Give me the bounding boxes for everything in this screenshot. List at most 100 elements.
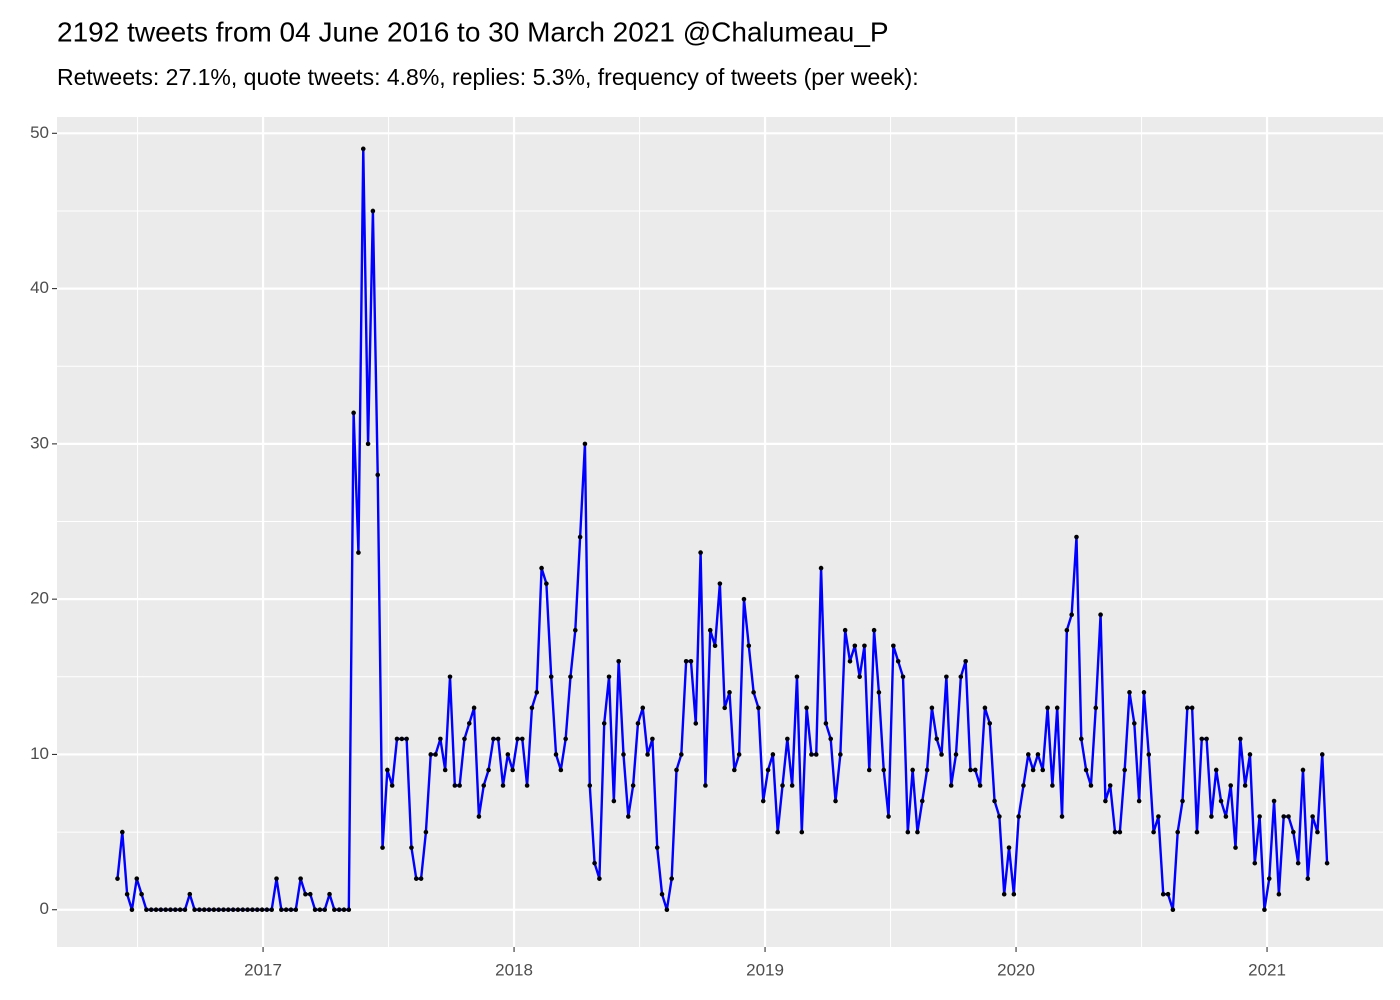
data-point — [192, 907, 197, 913]
data-point — [597, 876, 602, 881]
data-point — [650, 736, 655, 742]
data-point — [115, 876, 120, 881]
data-point — [254, 907, 260, 913]
data-point — [336, 907, 342, 913]
data-point — [1170, 907, 1176, 913]
data-point — [505, 752, 511, 757]
data-point — [838, 752, 843, 757]
data-point — [1165, 891, 1171, 897]
data-point — [621, 752, 626, 757]
data-point — [635, 721, 641, 726]
data-point — [148, 907, 154, 913]
y-tick-label: 10 — [30, 744, 49, 763]
data-point — [389, 783, 395, 788]
data-point — [274, 876, 279, 881]
data-point — [809, 752, 814, 757]
data-point — [1175, 829, 1180, 835]
data-point — [182, 907, 188, 913]
data-point — [866, 767, 872, 773]
data-point — [250, 907, 255, 913]
data-point — [423, 829, 429, 835]
data-point — [698, 550, 703, 555]
data-point — [544, 581, 549, 586]
data-point — [804, 705, 809, 711]
data-point — [279, 907, 284, 913]
data-point — [823, 721, 829, 726]
data-point — [601, 721, 607, 726]
data-point — [1083, 767, 1089, 773]
data-point — [1305, 876, 1311, 881]
x-tick-label: 2018 — [495, 960, 533, 979]
data-point — [905, 829, 911, 835]
data-point — [293, 907, 299, 913]
data-point — [452, 783, 458, 788]
data-point — [1156, 814, 1161, 819]
data-point — [399, 736, 405, 742]
data-point — [659, 891, 665, 897]
data-point — [616, 658, 621, 664]
data-point — [828, 736, 834, 742]
data-point — [688, 658, 694, 664]
data-point — [1213, 767, 1219, 773]
data-point — [679, 752, 684, 757]
data-point — [630, 783, 636, 788]
data-point — [977, 783, 983, 788]
data-point — [785, 736, 790, 742]
data-point — [871, 627, 877, 633]
data-point — [1050, 783, 1055, 788]
data-point — [626, 814, 631, 819]
data-point — [1324, 860, 1330, 866]
data-point — [1185, 705, 1190, 711]
data-point — [857, 674, 862, 680]
data-point — [862, 643, 867, 649]
data-point — [245, 907, 250, 913]
data-point — [259, 907, 265, 913]
data-point — [1069, 612, 1074, 617]
data-point — [471, 705, 477, 711]
data-point — [780, 783, 785, 788]
data-point — [1112, 829, 1118, 835]
data-point — [553, 752, 559, 757]
data-point — [221, 907, 226, 913]
data-point — [683, 658, 689, 664]
data-point — [1194, 829, 1200, 835]
data-point — [418, 876, 424, 881]
data-point — [958, 674, 964, 680]
data-point — [746, 643, 752, 649]
data-point — [226, 907, 231, 913]
data-point — [703, 783, 708, 788]
data-point — [380, 845, 385, 850]
data-point — [992, 798, 997, 804]
data-point — [144, 907, 149, 913]
data-point — [1319, 752, 1325, 757]
data-point — [139, 891, 144, 897]
data-point — [813, 752, 819, 757]
data-point — [963, 658, 968, 664]
data-point — [789, 783, 795, 788]
data-point — [298, 876, 303, 881]
data-point — [201, 907, 207, 913]
data-point — [1262, 907, 1267, 913]
data-point — [794, 674, 800, 680]
data-point — [640, 705, 646, 711]
data-point — [515, 736, 520, 742]
data-point — [404, 736, 409, 742]
data-point — [1180, 798, 1185, 804]
data-point — [645, 752, 650, 757]
data-point — [163, 907, 168, 913]
data-point — [168, 907, 173, 913]
data-point — [606, 674, 612, 680]
data-point — [1257, 814, 1262, 819]
data-point — [842, 627, 848, 633]
data-point — [1016, 814, 1021, 819]
data-point — [1054, 705, 1060, 711]
data-point — [447, 674, 453, 680]
y-tick-label: 30 — [30, 433, 49, 452]
data-point — [356, 550, 361, 555]
data-point — [409, 845, 414, 850]
data-point — [1160, 891, 1166, 897]
data-point — [1064, 627, 1070, 633]
data-point — [283, 907, 289, 913]
